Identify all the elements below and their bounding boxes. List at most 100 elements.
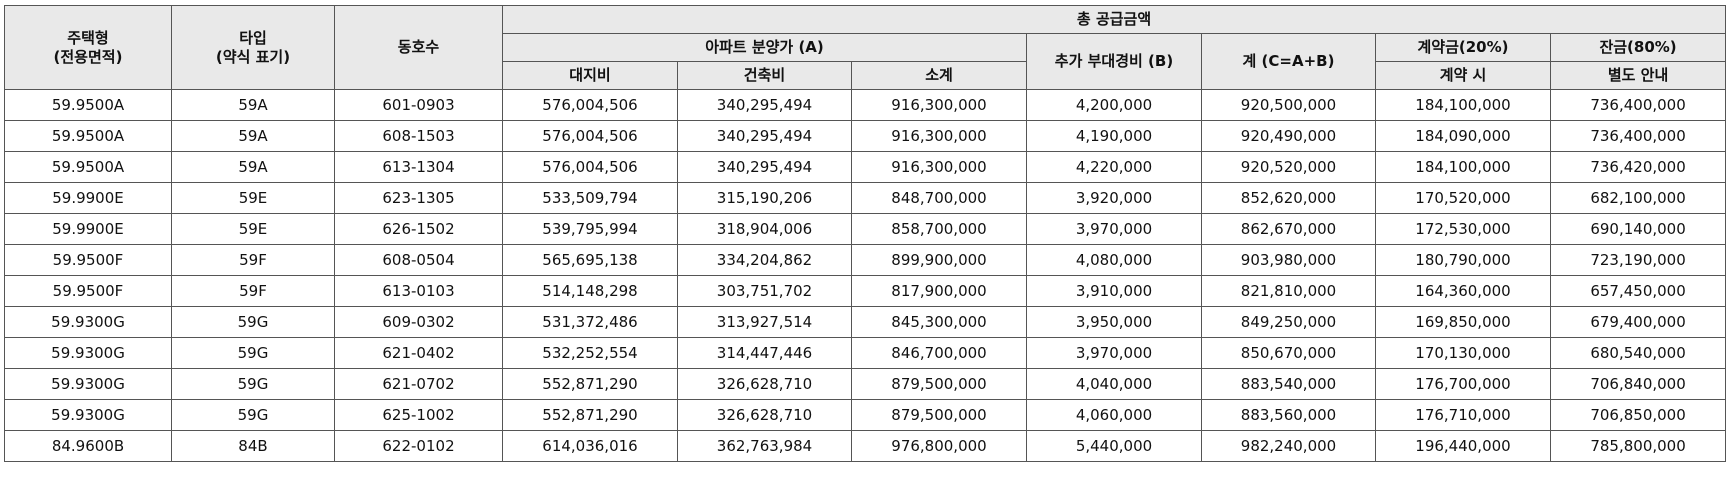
cell-extra-cost: 4,060,000 [1026,399,1202,431]
cell-subtotal: 879,500,000 [851,399,1027,431]
cell-extra-cost: 3,910,000 [1026,275,1202,307]
cell-balance: 706,840,000 [1549,368,1727,400]
cell-unit: 613-1304 [334,151,503,183]
cell-land: 533,509,794 [502,182,678,214]
cell-land: 532,252,554 [502,337,678,369]
cell-housing-type: 59.9500A [4,89,172,121]
table-header: 주택형 (전용면적) 타입 (약식 표기) 동호수 총 공급금액 아파트 분양가… [4,5,1727,90]
cell-land: 531,372,486 [502,306,678,338]
cell-subtotal: 858,700,000 [851,213,1027,245]
cell-building: 326,628,710 [677,399,852,431]
cell-total: 920,500,000 [1201,89,1376,121]
table-row: 59.9500F 59F 613-0103 514,148,298 303,751,70… [4,275,1727,307]
cell-extra-cost: 4,220,000 [1026,151,1202,183]
table-row: 59.9300G 59G 621-0702 552,871,290 326,628,71… [4,368,1727,400]
cell-land: 614,036,016 [502,430,678,462]
table-row: 59.9300G 59G 609-0302 531,372,486 313,927,51… [4,306,1727,338]
cell-type: 59E [171,182,335,214]
header-apartment-price: 아파트 분양가 (A) [502,33,1027,62]
cell-building: 362,763,984 [677,430,852,462]
cell-type: 59A [171,151,335,183]
table-row: 59.9500A 59A 608-1503 576,004,506 340,295,49… [4,120,1727,152]
header-balance: 잔금(80%) [1549,33,1727,62]
cell-building: 303,751,702 [677,275,852,307]
cell-unit: 625-1002 [334,399,503,431]
cell-type: 59A [171,120,335,152]
cell-balance: 690,140,000 [1549,213,1727,245]
cell-balance: 736,400,000 [1549,89,1727,121]
header-total-supply: 총 공급금액 [501,5,1727,34]
cell-subtotal: 846,700,000 [851,337,1027,369]
cell-balance: 682,100,000 [1549,182,1727,214]
cell-total: 903,980,000 [1201,244,1376,276]
cell-deposit: 170,520,000 [1375,182,1551,214]
cell-balance: 657,450,000 [1549,275,1727,307]
cell-total: 883,560,000 [1201,399,1376,431]
cell-deposit: 196,440,000 [1375,430,1551,462]
cell-housing-type: 59.9500A [4,151,172,183]
cell-deposit: 184,100,000 [1375,89,1551,121]
cell-type: 84B [171,430,335,462]
cell-type: 59A [171,89,335,121]
cell-total: 920,490,000 [1201,120,1376,152]
cell-housing-type: 59.9500F [4,244,172,276]
cell-building: 340,295,494 [677,151,852,183]
cell-subtotal: 848,700,000 [851,182,1027,214]
cell-housing-type: 59.9300G [4,337,172,369]
cell-balance: 706,850,000 [1549,399,1727,431]
cell-total: 821,810,000 [1201,275,1376,307]
cell-building: 326,628,710 [677,368,852,400]
cell-subtotal: 879,500,000 [851,368,1027,400]
cell-total: 862,670,000 [1201,213,1376,245]
cell-land: 514,148,298 [502,275,678,307]
table-row: 59.9300G 59G 625-1002 552,871,290 326,628,71… [4,399,1727,431]
cell-land: 576,004,506 [502,120,678,152]
cell-unit: 608-1503 [334,120,503,152]
cell-building: 313,927,514 [677,306,852,338]
cell-unit: 608-0504 [334,244,503,276]
cell-subtotal: 845,300,000 [851,306,1027,338]
header-deposit: 계약금(20%) [1375,33,1551,62]
cell-unit: 623-1305 [334,182,503,214]
cell-deposit: 172,530,000 [1375,213,1551,245]
cell-housing-type: 59.9300G [4,368,172,400]
cell-type: 59F [171,275,335,307]
table-body: 59.9500A 59A 601-0903 576,004,506 340,295,49… [4,89,1727,462]
header-building: 건축비 [677,61,852,90]
cell-housing-type: 59.9900E [4,182,172,214]
header-type-line2: (약식 표기) [215,47,291,66]
table-row: 59.9900E 59E 626-1502 539,795,994 318,904,00… [4,213,1727,245]
cell-deposit: 164,360,000 [1375,275,1551,307]
cell-land: 552,871,290 [502,399,678,431]
cell-housing-type: 59.9300G [4,306,172,338]
header-unit: 동호수 [334,5,503,90]
table-row: 59.9500A 59A 601-0903 576,004,506 340,295,49… [4,89,1727,121]
cell-unit: 621-0402 [334,337,503,369]
cell-balance: 679,400,000 [1549,306,1727,338]
cell-extra-cost: 3,970,000 [1026,213,1202,245]
cell-unit: 626-1502 [334,213,503,245]
cell-housing-type: 59.9500F [4,275,172,307]
cell-extra-cost: 3,950,000 [1026,306,1202,338]
header-housing-type: 주택형 (전용면적) [4,5,172,90]
cell-land: 552,871,290 [502,368,678,400]
table-row: 59.9900E 59E 623-1305 533,509,794 315,190,20… [4,182,1727,214]
cell-deposit: 184,100,000 [1375,151,1551,183]
cell-extra-cost: 4,040,000 [1026,368,1202,400]
table-row: 59.9500F 59F 608-0504 565,695,138 334,204,86… [4,244,1727,276]
cell-extra-cost: 4,200,000 [1026,89,1202,121]
cell-building: 318,904,006 [677,213,852,245]
cell-subtotal: 916,300,000 [851,151,1027,183]
cell-deposit: 184,090,000 [1375,120,1551,152]
cell-deposit: 169,850,000 [1375,306,1551,338]
header-deposit-when: 계약 시 [1375,61,1551,90]
cell-total: 850,670,000 [1201,337,1376,369]
cell-extra-cost: 4,190,000 [1026,120,1202,152]
header-extra-cost: 추가 부대경비 (B) [1026,33,1202,90]
header-land: 대지비 [502,61,678,90]
cell-housing-type: 84.9600B [4,430,172,462]
cell-subtotal: 976,800,000 [851,430,1027,462]
cell-total: 982,240,000 [1201,430,1376,462]
header-total: 계 (C=A+B) [1201,33,1376,90]
header-type-line1: 타입 [239,28,267,47]
